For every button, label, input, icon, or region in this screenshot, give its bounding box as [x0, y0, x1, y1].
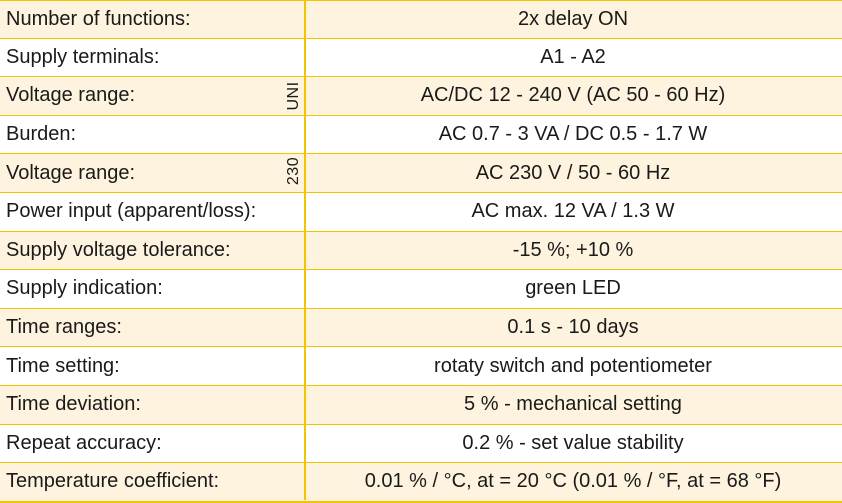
row-supply-voltage-tolerance: Supply voltage tolerance: -15 %; +10 % — [0, 231, 842, 271]
row-repeat-accuracy: Repeat accuracy: 0.2 % - set value stabi… — [0, 425, 842, 464]
row-value: AC/DC 12 - 240 V (AC 50 - 60 Hz) — [420, 84, 726, 107]
row-value: 0.2 % - set value stability — [462, 431, 684, 454]
row-label: Time ranges: — [6, 316, 122, 339]
row-temperature-coefficient: Temperature coefficient: 0.01 % / °C, at… — [0, 463, 842, 502]
row-label: Time deviation: — [6, 393, 141, 416]
row-label: Temperature coefficient: — [6, 470, 220, 493]
row-value: 0.01 % / °C, at = 20 °C (0.01 % / °F, at… — [364, 470, 782, 493]
row-label: Voltage range: — [6, 84, 135, 107]
row-voltage-range-uni: Voltage range: AC/DC 12 - 240 V (AC 50 -… — [0, 77, 842, 116]
row-value: A1 - A2 — [540, 45, 606, 68]
row-time-ranges: Time ranges: 0.1 s - 10 days — [0, 308, 842, 348]
row-label: Repeat accuracy: — [6, 431, 162, 454]
row-number-of-functions: Number of functions: 2x delay ON — [0, 0, 842, 39]
row-label: Supply terminals: — [6, 45, 160, 68]
row-value: rotaty switch and potentiometer — [434, 354, 712, 377]
row-label: Supply voltage tolerance: — [6, 238, 231, 261]
row-value: -15 %; +10 % — [512, 238, 634, 261]
row-value: 0.1 s - 10 days — [507, 316, 639, 339]
column-divider — [304, 0, 306, 500]
row-value: AC 230 V / 50 - 60 Hz — [475, 161, 671, 184]
row-label: Supply indication: — [6, 277, 163, 300]
row-supply-terminals: Supply terminals: A1 - A2 — [0, 39, 842, 78]
row-label: Voltage range: — [6, 161, 135, 184]
row-label: Power input (apparent/loss): — [6, 200, 257, 223]
row-burden: Burden: AC 0.7 - 3 VA / DC 0.5 - 1.7 W — [0, 116, 842, 155]
group-label-230-text: 230 — [285, 156, 302, 186]
row-label: Number of functions: — [6, 7, 191, 30]
row-voltage-range-230: Voltage range: AC 230 V / 50 - 60 Hz — [0, 154, 842, 193]
row-value: green LED — [525, 277, 621, 300]
row-label: Time setting: — [6, 354, 120, 377]
row-value: AC 0.7 - 3 VA / DC 0.5 - 1.7 W — [438, 123, 708, 146]
row-supply-indication: Supply indication: green LED — [0, 270, 842, 309]
row-value: 2x delay ON — [517, 7, 629, 30]
group-label-uni-text: UNI — [285, 81, 302, 111]
row-time-deviation: Time deviation: 5 % - mechanical setting — [0, 385, 842, 425]
row-value: AC max. 12 VA / 1.3 W — [471, 200, 675, 223]
row-power-input: Power input (apparent/loss): AC max. 12 … — [0, 193, 842, 232]
row-time-setting: Time setting: rotaty switch and potentio… — [0, 347, 842, 386]
row-value: 5 % - mechanical setting — [464, 393, 682, 416]
row-label: Burden: — [6, 123, 77, 146]
